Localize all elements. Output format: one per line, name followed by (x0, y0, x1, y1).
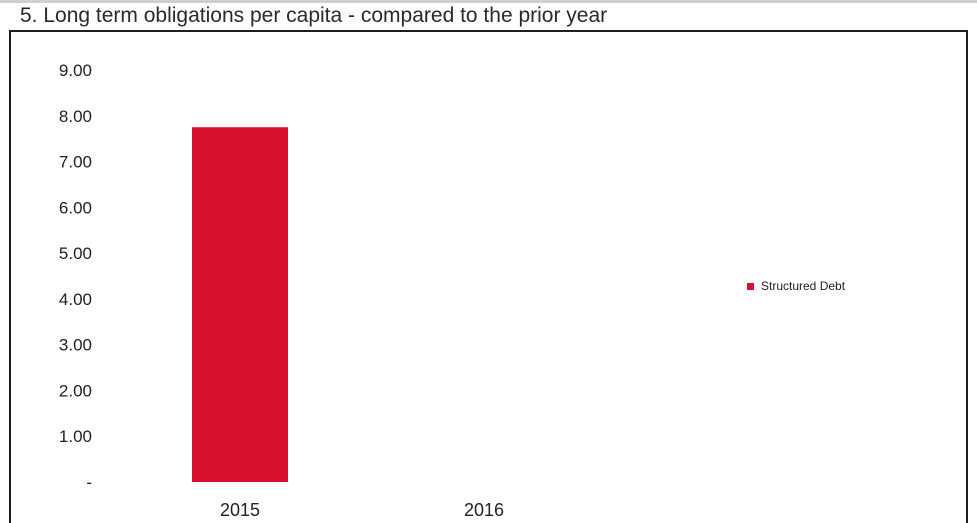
chart-title: 5. Long term obligations per capita - co… (20, 4, 608, 27)
y-tick-label: 4.00 (59, 290, 92, 309)
y-tick-label: 5.00 (59, 244, 92, 263)
y-tick-label: 8.00 (59, 107, 92, 126)
y-tick-label: 7.00 (59, 153, 92, 172)
y-tick-label: 6.00 (59, 198, 92, 217)
x-tick-label: 2016 (464, 500, 504, 520)
legend: Structured Debt (747, 279, 845, 293)
legend-label: Structured Debt (761, 279, 846, 293)
x-tick-label: 2015 (220, 500, 260, 520)
y-tick-label: 9.00 (59, 61, 92, 80)
y-tick-label: 2.00 (59, 381, 92, 400)
top-rule (0, 0, 977, 3)
y-tick-label: - (86, 473, 92, 492)
y-tick-label: 3.00 (59, 336, 92, 355)
bar-2015 (192, 127, 288, 482)
y-tick-label: 1.00 (59, 427, 92, 446)
legend-swatch (747, 282, 754, 290)
chart-frame (9, 30, 968, 523)
